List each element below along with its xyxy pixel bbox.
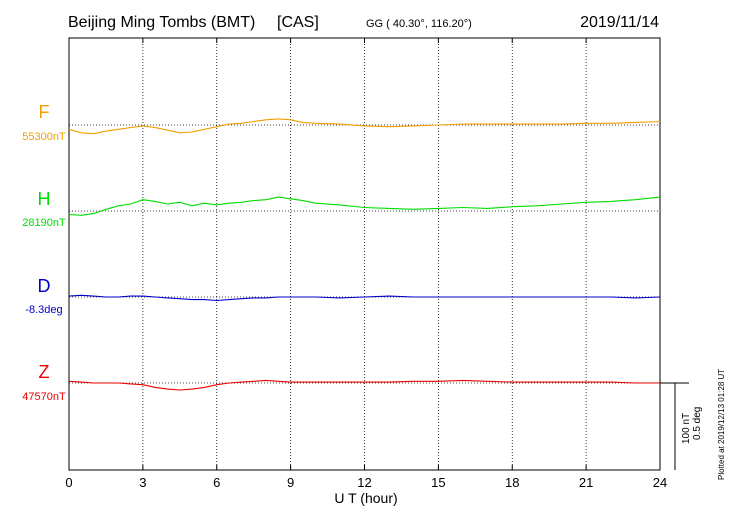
series-baseline-label-F: 55300nT [22, 131, 66, 143]
series-name-Z: Z [39, 362, 50, 382]
series-name-D: D [38, 276, 51, 296]
series-line-F [68, 118, 661, 135]
series-baseline-label-D: -8.3deg [25, 304, 62, 316]
plotted-at-label: Plotted at 2019/12/13 01:28 UT [717, 369, 726, 480]
x-tick-label-12: 12 [357, 475, 371, 490]
series-line-H [68, 196, 661, 216]
x-tick-labels: 0 3 6 9 12 15 18 21 24 [65, 475, 667, 490]
x-tick-label-24: 24 [653, 475, 667, 490]
series-baseline-label-Z: 47570nT [22, 391, 66, 403]
series-lines [68, 118, 661, 391]
x-tick-label-21: 21 [579, 475, 593, 490]
scale-bar: 100 nT 0.5 deg [660, 382, 703, 470]
x-tick-label-15: 15 [431, 475, 445, 490]
institute-label: [CAS] [277, 14, 319, 31]
x-tick-label-0: 0 [65, 475, 72, 490]
x-ticks [68, 38, 661, 470]
series-line-Z [68, 379, 660, 391]
x-axis-label: U T (hour) [334, 490, 397, 506]
series-baseline-label-H: 28190nT [22, 217, 66, 229]
x-tick-label-9: 9 [287, 475, 294, 490]
scale-bar-label-nt: 100 nT [681, 413, 692, 444]
scale-bar-label-deg: 0.5 deg [692, 407, 703, 440]
x-tick-label-18: 18 [505, 475, 519, 490]
series-line-D [68, 294, 661, 302]
grid-lines [142, 38, 587, 470]
series-name-H: H [38, 189, 51, 209]
x-tick-label-3: 3 [139, 475, 146, 490]
coordinates-label: GG ( 40.30°, 116.20°) [366, 18, 472, 30]
x-tick-label-6: 6 [213, 475, 220, 490]
series-labels: F 55300nT H 28190nT D -8.3deg Z 47570nT [22, 102, 66, 403]
station-title: Beijing Ming Tombs (BMT) [68, 14, 255, 31]
date-label: 2019/11/14 [580, 14, 659, 31]
series-name-F: F [39, 102, 50, 122]
